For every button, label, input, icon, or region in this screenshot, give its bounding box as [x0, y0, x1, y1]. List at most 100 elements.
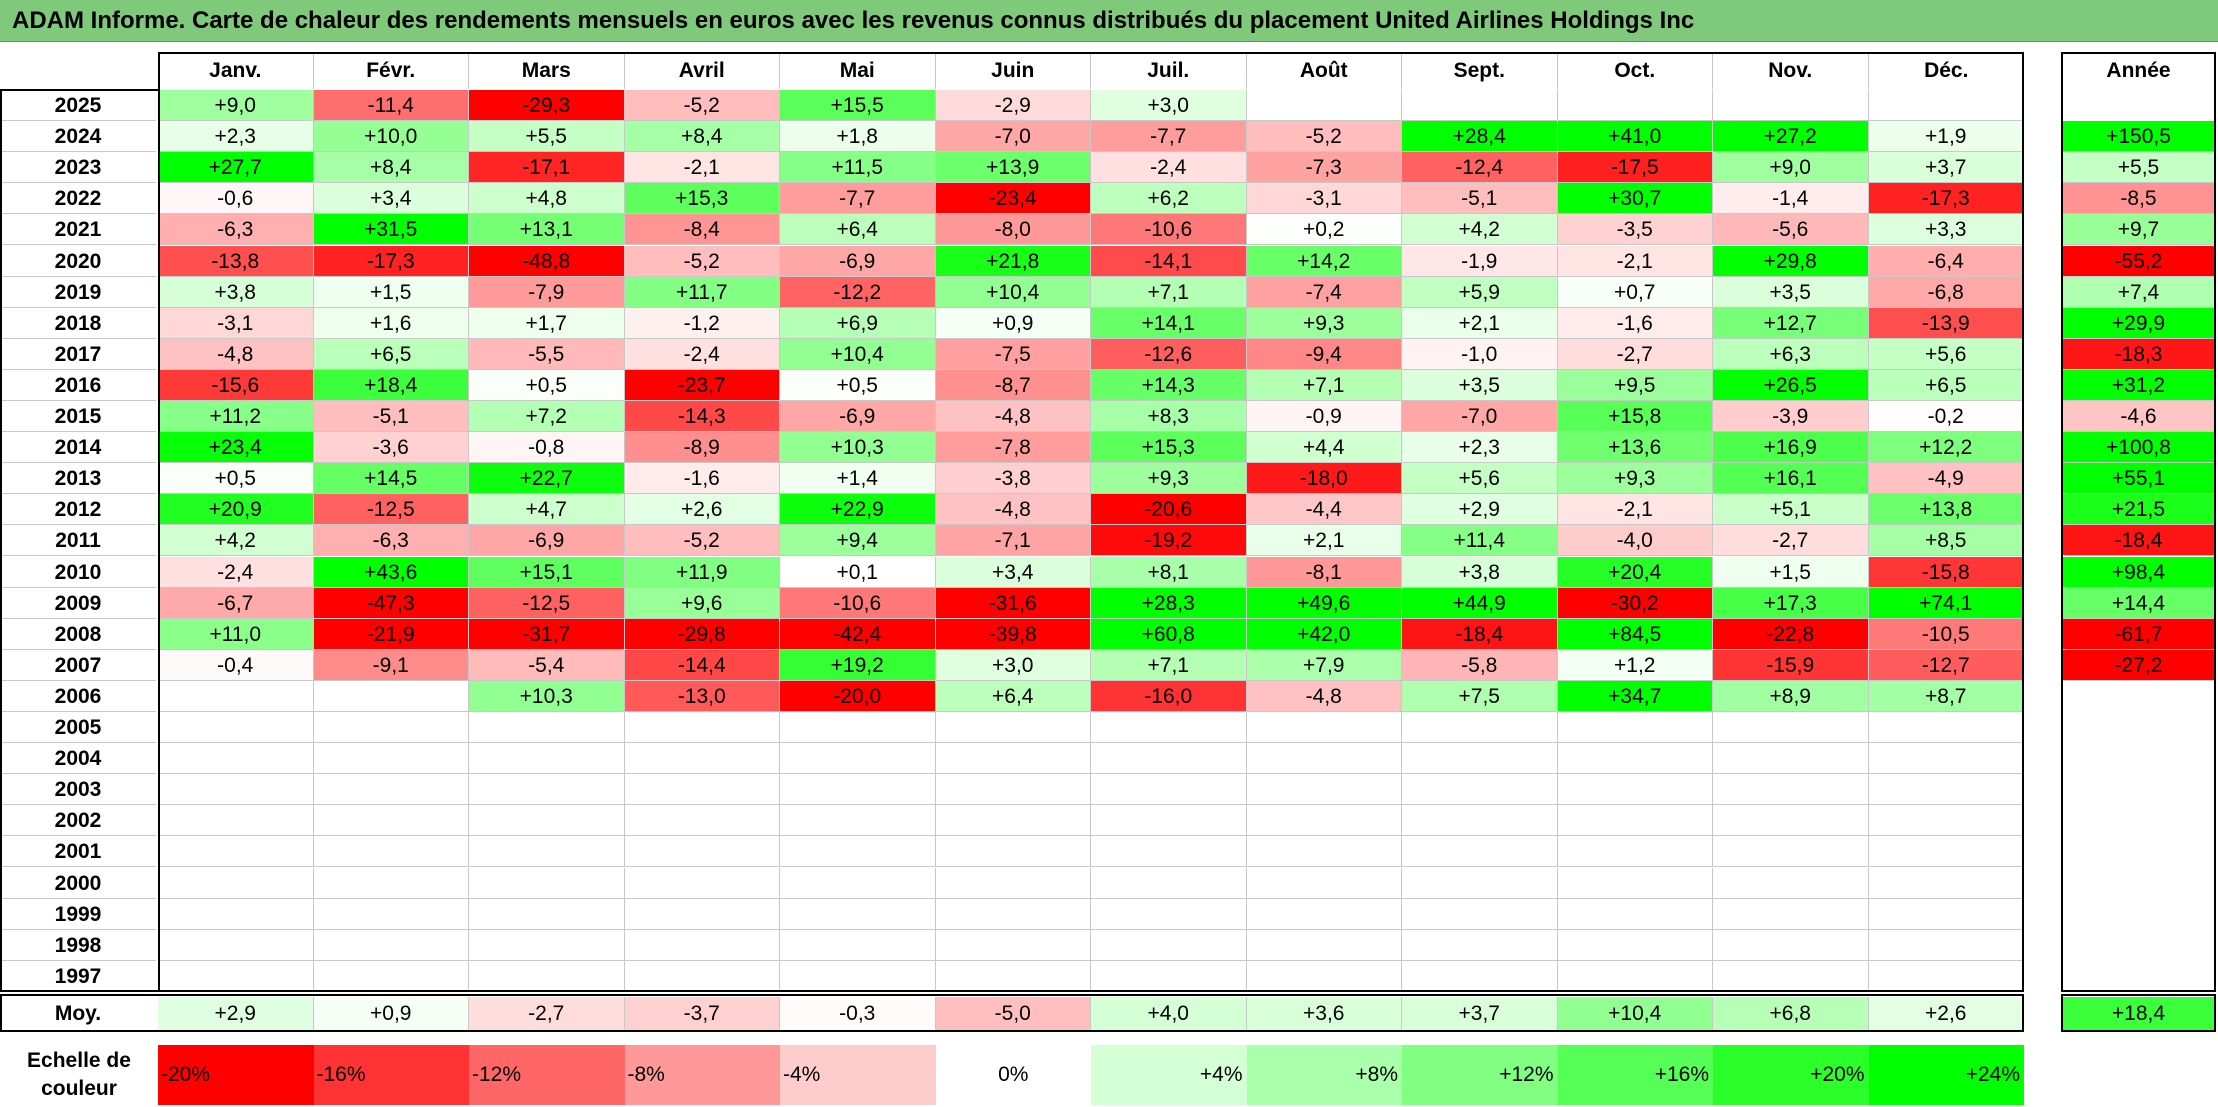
- heatmap-cell: +27,7: [158, 152, 314, 184]
- heatmap-cell: [469, 836, 625, 868]
- heatmap-cell: -1,0: [1402, 338, 1558, 370]
- heatmap-cell: +1,4: [780, 463, 936, 495]
- heatmap-cell: +4,2: [158, 525, 314, 557]
- heatmap-cell: [1402, 712, 1558, 744]
- heatmap-cell: [1713, 805, 1869, 837]
- heatmap-cell: -1,2: [624, 307, 780, 339]
- heatmap-cell: +8,4: [624, 121, 780, 153]
- heatmap-cell: [1246, 929, 1402, 961]
- heatmap-cell: +0,5: [469, 369, 625, 401]
- heatmap-cell: +10,0: [313, 121, 469, 153]
- heatmap-cell: -0,6: [158, 183, 314, 215]
- heatmap-cell: -42,4: [780, 618, 936, 650]
- heatmap-cell: [1246, 743, 1402, 775]
- heatmap-cell: +10,3: [780, 432, 936, 464]
- heatmap-cell: -12,5: [313, 494, 469, 526]
- annual-cell: [2061, 805, 2216, 837]
- heatmap-cell: +3,0: [935, 649, 1091, 681]
- heatmap-cell: +15,1: [469, 556, 625, 588]
- heatmap-cell: [1557, 743, 1713, 775]
- scale-swatch: +16%: [1557, 1045, 1713, 1105]
- heatmap-cell: [780, 774, 936, 806]
- heatmap-cell: -10,6: [1091, 214, 1247, 246]
- heatmap-cell: +9,3: [1246, 307, 1402, 339]
- heatmap-cell: -8,9: [624, 432, 780, 464]
- average-cell: +0,9: [313, 997, 469, 1030]
- average-cell: +10,4: [1557, 997, 1713, 1030]
- heatmap-cell: +7,1: [1091, 649, 1247, 681]
- heatmap-cell: +6,4: [935, 680, 1091, 712]
- heatmap-cell: +43,6: [313, 556, 469, 588]
- heatmap-cell: -17,1: [469, 152, 625, 184]
- scale-swatch: -4%: [780, 1045, 936, 1105]
- column-header: Déc.: [1924, 59, 1969, 82]
- heatmap-cell: +74,1: [1868, 587, 2024, 619]
- heatmap-cell: +18,4: [313, 369, 469, 401]
- heatmap-cell: +16,9: [1713, 432, 1869, 464]
- row-year-label: 2017: [0, 339, 156, 370]
- row-year-label: 2009: [0, 588, 156, 619]
- heatmap-cell: [1713, 929, 1869, 961]
- heatmap-cell: +8,3: [1091, 401, 1247, 433]
- heatmap-cell: +6,9: [780, 307, 936, 339]
- heatmap-cell: [1402, 960, 1558, 992]
- heatmap-cell: [1557, 712, 1713, 744]
- heatmap-cell: -17,5: [1557, 152, 1713, 184]
- heatmap-cell: [1868, 743, 2024, 775]
- heatmap-cell: [313, 712, 469, 744]
- heatmap-cell: -13,8: [158, 245, 314, 277]
- annual-cell: +7,4: [2061, 276, 2216, 308]
- heatmap-cell: -7,7: [1091, 121, 1247, 153]
- heatmap-cell: [780, 743, 936, 775]
- row-year-label: 2012: [0, 494, 156, 526]
- annual-cell: -4,6: [2061, 401, 2216, 433]
- heatmap-cell: [313, 929, 469, 961]
- column-header: Juin: [936, 52, 1091, 89]
- heatmap-cell: -23,7: [624, 369, 780, 401]
- row-year-label: 2018: [0, 308, 156, 339]
- heatmap-cell: +6,5: [1868, 369, 2024, 401]
- heatmap-cell: -2,1: [624, 152, 780, 184]
- heatmap-cell: -31,6: [935, 587, 1091, 619]
- heatmap-cell: -7,0: [1402, 401, 1558, 433]
- heatmap-cell: +23,4: [158, 432, 314, 464]
- heatmap-cell: [1246, 836, 1402, 868]
- heatmap-cell: -22,8: [1713, 618, 1869, 650]
- heatmap-cell: [624, 960, 780, 992]
- heatmap-cell: [1091, 898, 1247, 930]
- row-year-label: 2016: [0, 370, 156, 401]
- heatmap-cell: -3,1: [1246, 183, 1402, 215]
- heatmap-cell: [780, 836, 936, 868]
- heatmap-cell: [1868, 960, 2024, 992]
- heatmap-cell: +9,0: [1713, 152, 1869, 184]
- heatmap-cell: [1246, 898, 1402, 930]
- annual-cell: [2061, 712, 2216, 744]
- heatmap-cell: [313, 898, 469, 930]
- heatmap-cell: +2,3: [158, 121, 314, 153]
- heatmap-cell: -7,1: [935, 525, 1091, 557]
- heatmap-cell: -4,8: [935, 401, 1091, 433]
- row-year-label: 2007: [0, 650, 156, 681]
- heatmap-cell: +2,1: [1402, 307, 1558, 339]
- heatmap-cell: -23,4: [935, 183, 1091, 215]
- average-cell: +2,6: [1868, 997, 2024, 1030]
- annual-cell: -55,2: [2061, 245, 2216, 277]
- heatmap-cell: -3,8: [935, 463, 1091, 495]
- heatmap-cell: +0,5: [158, 463, 314, 495]
- heatmap-cell: +27,2: [1713, 121, 1869, 153]
- heatmap-cell: -48,8: [469, 245, 625, 277]
- annual-cell: [2061, 867, 2216, 899]
- annual-cell: [2061, 743, 2216, 775]
- annual-cell: +29,9: [2061, 307, 2216, 339]
- heatmap-cell: -0,8: [469, 432, 625, 464]
- heatmap-cell: -6,3: [313, 525, 469, 557]
- heatmap-cell: [1246, 805, 1402, 837]
- heatmap-cell: +3,4: [935, 556, 1091, 588]
- heatmap-cell: -4,8: [935, 494, 1091, 526]
- row-year-label: 2014: [0, 432, 156, 464]
- heatmap-cell: +34,7: [1557, 680, 1713, 712]
- heatmap-cell: +15,3: [624, 183, 780, 215]
- heatmap-cell: -14,4: [624, 649, 780, 681]
- heatmap-cell: +0,2: [1246, 214, 1402, 246]
- heatmap-cell: [1713, 712, 1869, 744]
